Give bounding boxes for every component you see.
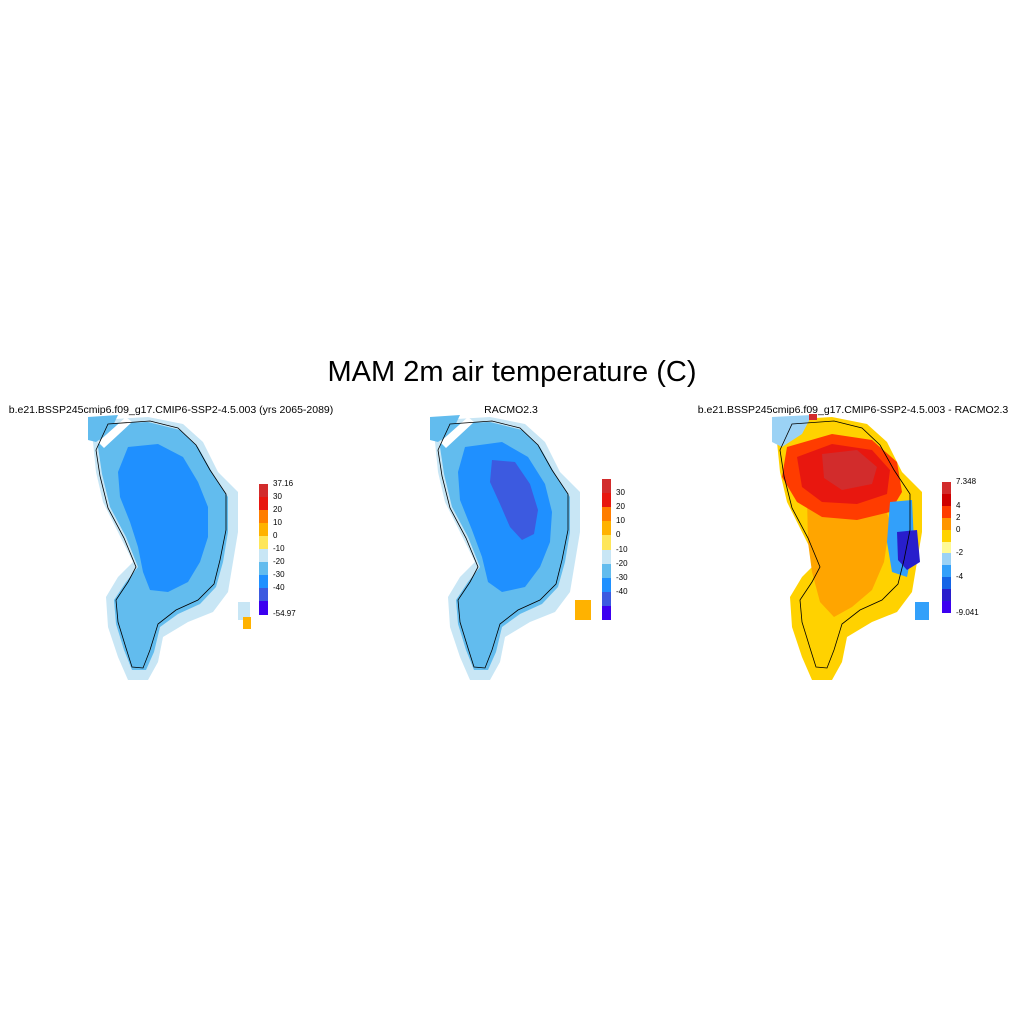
colorbar-label: 20 — [273, 505, 282, 514]
colorbar-swatch — [942, 517, 951, 531]
colorbar-label: -30 — [273, 570, 285, 579]
colorbar-swatch — [942, 505, 951, 519]
north-max-zone — [822, 450, 877, 490]
iceland-warm-patch — [243, 617, 251, 629]
colorbar-label: -20 — [273, 557, 285, 566]
iceland-patch — [238, 602, 250, 620]
colorbar-swatch — [602, 605, 611, 621]
colorbar-label: -54.97 — [273, 609, 296, 618]
colorbar-swatch — [602, 563, 611, 579]
colorbar-swatch — [942, 565, 951, 578]
colorbar-swatch — [259, 497, 268, 511]
colorbar-swatch — [942, 601, 951, 614]
ice-sheet-field — [88, 415, 251, 680]
colorbar-label: 20 — [616, 502, 625, 512]
colorbar-label: -40 — [616, 586, 628, 596]
colorbar-swatch — [259, 562, 268, 576]
colorbar-label: -4 — [956, 572, 964, 582]
colorbar-swatch — [259, 536, 268, 550]
panel-1-colorbar: 37.16 30 20 10 0 -10 -20 -30 -40 -54.97 — [259, 480, 319, 618]
interior-cold-zone — [458, 442, 552, 592]
east-cold-anomaly — [897, 530, 920, 570]
coastline — [779, 420, 911, 669]
panel-3-colorbar: 7.348 4 2 0 -2 -4 -9.041 — [942, 478, 1002, 617]
colorbar-swatch — [942, 553, 951, 566]
colorbar-swatch — [942, 529, 951, 543]
colorbar-label: 2 — [956, 512, 961, 522]
colorbar-label: 37.16 — [273, 479, 294, 488]
sea-ice-strip — [440, 417, 474, 448]
colorbar-swatch — [942, 589, 951, 602]
colorbar-swatch — [602, 577, 611, 593]
northeast-red-dot — [809, 414, 817, 420]
colorbar-swatch — [942, 541, 951, 554]
colorbar-label: 0 — [956, 524, 961, 534]
colorbar-label: -40 — [273, 583, 285, 592]
colorbar-label: -30 — [616, 572, 628, 582]
colorbar-swatch — [602, 535, 611, 550]
colorbar-label: -2 — [956, 548, 964, 558]
colorbar-label: 30 — [273, 492, 282, 501]
colorbar-swatch — [942, 577, 951, 590]
colorbar-swatch — [259, 510, 268, 524]
interior-cold-zone — [118, 444, 208, 592]
colorbar-label: 7.348 — [956, 477, 977, 486]
colorbar-swatch — [602, 549, 611, 565]
colorbar-swatch — [942, 482, 951, 495]
colorbar-label: 10 — [273, 518, 282, 527]
colorbar-label: 0 — [616, 530, 621, 540]
colorbar-swatch — [259, 575, 268, 589]
colorbar-swatch — [259, 588, 268, 602]
coastline — [95, 420, 227, 669]
colorbar-label: 30 — [616, 488, 625, 498]
panel-3-map — [772, 414, 929, 680]
colorbar-label: -20 — [616, 558, 628, 568]
colorbar-label: 10 — [616, 516, 625, 526]
iceland-blue-patch — [915, 602, 929, 620]
panel-3-title: b.e21.BSSP245cmip6.f09_g17.CMIP6-SSP2-4.… — [697, 404, 1009, 416]
iceland-warm-patch — [575, 600, 591, 620]
colorbar-swatch — [942, 493, 951, 507]
north-sea-patch — [88, 415, 118, 442]
south-orange-zone — [807, 497, 890, 617]
panel-2-title: RACMO2.3 — [484, 404, 538, 416]
panel-1-map — [88, 415, 251, 680]
coastline — [437, 420, 569, 669]
figure-title: MAM 2m air temperature (C) — [327, 356, 697, 388]
colorbar-label: -10 — [273, 544, 285, 553]
colorbar-label: 4 — [956, 500, 961, 510]
colorbar-label: -9.041 — [956, 608, 979, 617]
difference-field — [772, 414, 929, 680]
panel-2-colorbar: 30 20 10 0 -10 -20 -30 -40 — [602, 479, 662, 621]
colorbar-swatch — [259, 523, 268, 537]
panel-2-map — [430, 415, 591, 680]
colorbar-swatch — [259, 601, 268, 615]
colorbar-swatch — [602, 493, 611, 508]
summit-coldest-zone — [490, 460, 538, 540]
north-sea-patch — [430, 415, 460, 442]
panel-1-title: b.e21.BSSP245cmip6.f09_g17.CMIP6-SSP2-4.… — [8, 404, 334, 416]
colorbar-swatch — [602, 507, 611, 522]
colorbar-swatch — [602, 521, 611, 536]
colorbar-label: 0 — [273, 531, 278, 540]
colorbar-label: -10 — [616, 544, 628, 554]
colorbar-swatch — [259, 484, 268, 498]
sea-ice-strip — [98, 417, 132, 448]
ice-sheet-field — [430, 415, 591, 680]
colorbar-swatch — [259, 549, 268, 563]
colorbar-swatch — [602, 591, 611, 607]
colorbar-swatch — [602, 479, 611, 494]
